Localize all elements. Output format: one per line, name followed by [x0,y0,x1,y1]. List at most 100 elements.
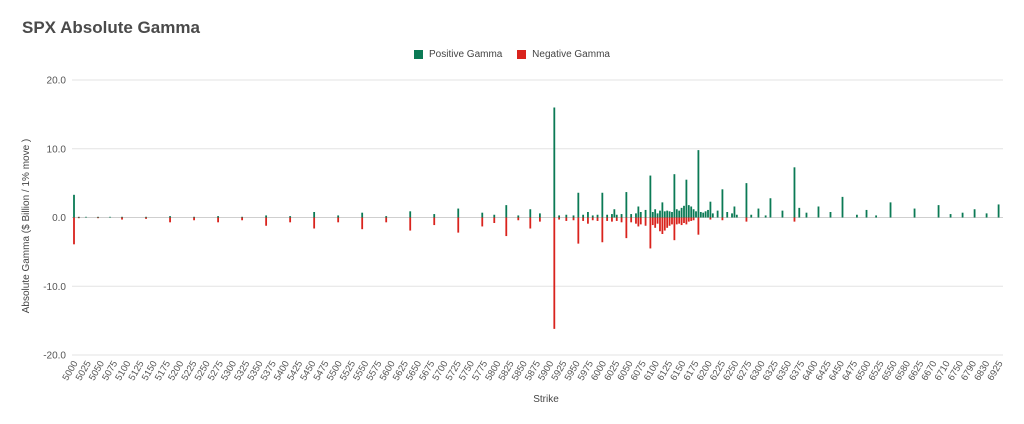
bar-negative-5100[interactable] [121,217,123,220]
bar-positive-5650[interactable] [385,216,388,218]
bar-positive-6190[interactable] [644,209,647,218]
bar-negative-6070[interactable] [587,217,589,224]
bar-positive-6440[interactable] [764,215,767,218]
bar-positive-5600[interactable] [361,212,364,218]
bar-positive-6080[interactable] [591,215,594,218]
bar-negative-5200[interactable] [169,217,171,223]
bar-positive-6650[interactable] [865,209,868,218]
bar-positive-5150[interactable] [145,216,147,218]
bar-positive-6270[interactable] [683,205,685,218]
bar-positive-5400[interactable] [265,215,268,218]
bar-positive-6325[interactable] [709,201,712,218]
bar-positive-6630[interactable] [856,214,858,218]
bar-positive-6175[interactable] [637,206,640,218]
bar-negative-6110[interactable] [606,217,609,221]
bar-positive-6450[interactable] [769,198,772,218]
bar-positive-6400[interactable] [745,183,748,218]
bar-negative-6090[interactable] [596,217,599,221]
bar-positive-6000[interactable] [553,107,556,218]
bar-negative-6215[interactable] [656,217,659,224]
bar-positive-5450[interactable] [289,216,292,218]
bar-positive-5100[interactable] [121,216,123,218]
bar-positive-6875[interactable] [973,209,976,218]
bar-positive-5950[interactable] [529,209,532,218]
bar-positive-6320[interactable] [707,209,709,218]
bar-negative-5350[interactable] [241,217,244,221]
bar-negative-5250[interactable] [193,217,195,221]
bar-positive-6130[interactable] [615,214,618,218]
bar-positive-6100[interactable] [601,192,604,218]
bar-negative-6225[interactable] [661,217,664,235]
bar-positive-6525[interactable] [805,212,808,218]
bar-negative-6010[interactable] [558,217,561,220]
bar-positive-5250[interactable] [193,216,195,218]
bar-negative-5925[interactable] [517,217,520,221]
bar-positive-5970[interactable] [539,213,541,218]
bar-positive-6310[interactable] [702,212,705,218]
bar-negative-6245[interactable] [671,217,673,225]
bar-negative-6175[interactable] [637,217,640,227]
bar-negative-6500[interactable] [793,217,796,222]
bar-positive-6425[interactable] [757,208,760,218]
bar-negative-6240[interactable] [668,217,671,226]
bar-positive-5750[interactable] [433,214,436,218]
bar-positive-5050[interactable] [97,216,99,218]
bar-negative-5800[interactable] [457,217,460,233]
bar-negative-5550[interactable] [337,217,340,223]
bar-positive-6290[interactable] [692,209,695,218]
bar-positive-6370[interactable] [731,213,733,218]
bar-positive-6225[interactable] [661,202,664,218]
bar-positive-6380[interactable] [735,214,738,218]
bar-negative-5600[interactable] [361,217,364,230]
bar-positive-6350[interactable] [721,189,724,218]
bar-positive-6700[interactable] [889,202,892,218]
bar-positive-6070[interactable] [587,212,589,218]
bar-positive-6475[interactable] [781,210,784,218]
bar-positive-6205[interactable] [651,212,654,218]
bar-negative-6205[interactable] [651,217,654,226]
bar-positive-6230[interactable] [663,211,666,218]
bar-negative-6200[interactable] [649,217,652,249]
bar-positive-6305[interactable] [699,212,702,218]
bar-negative-5500[interactable] [313,217,316,229]
bar-negative-6000[interactable] [553,217,556,329]
legend-item-positive[interactable]: Positive Gamma [414,49,502,60]
bar-negative-6260[interactable] [678,217,681,224]
bar-negative-6230[interactable] [663,217,666,231]
bar-negative-5050[interactable] [97,217,99,219]
bar-negative-5450[interactable] [289,217,292,223]
bar-negative-5750[interactable] [433,217,436,226]
bar-positive-6220[interactable] [659,210,661,218]
bar-positive-6295[interactable] [695,211,697,218]
bar-negative-6220[interactable] [659,217,661,232]
bar-negative-6275[interactable] [685,217,688,225]
bar-negative-6400[interactable] [745,217,748,222]
bar-negative-6025[interactable] [565,217,568,221]
bar-positive-5300[interactable] [217,216,219,218]
bar-positive-6040[interactable] [572,215,575,218]
bar-negative-6325[interactable] [709,217,712,220]
bar-positive-5010[interactable] [77,216,80,218]
bar-positive-5200[interactable] [169,216,171,218]
bar-positive-6750[interactable] [913,208,916,218]
bar-positive-6245[interactable] [671,212,673,218]
bar-negative-6100[interactable] [601,217,604,243]
bar-negative-6040[interactable] [572,217,575,221]
bar-positive-6125[interactable] [613,209,616,218]
bar-negative-6080[interactable] [591,217,594,221]
bar-positive-6250[interactable] [673,174,676,218]
bar-negative-6300[interactable] [697,217,700,235]
bar-negative-6290[interactable] [692,217,695,221]
bar-positive-6575[interactable] [829,212,832,218]
bar-positive-6010[interactable] [558,215,561,218]
bar-negative-5875[interactable] [493,217,496,224]
bar-positive-5000[interactable] [73,194,75,218]
bar-negative-5010[interactable] [77,217,80,219]
bar-positive-6300[interactable] [697,150,700,218]
bar-positive-6265[interactable] [680,207,683,218]
bar-positive-6110[interactable] [606,214,609,218]
bar-negative-5700[interactable] [409,217,412,231]
bar-positive-6360[interactable] [726,212,729,218]
bar-positive-5500[interactable] [313,212,316,218]
legend-item-negative[interactable]: Negative Gamma [517,49,610,60]
